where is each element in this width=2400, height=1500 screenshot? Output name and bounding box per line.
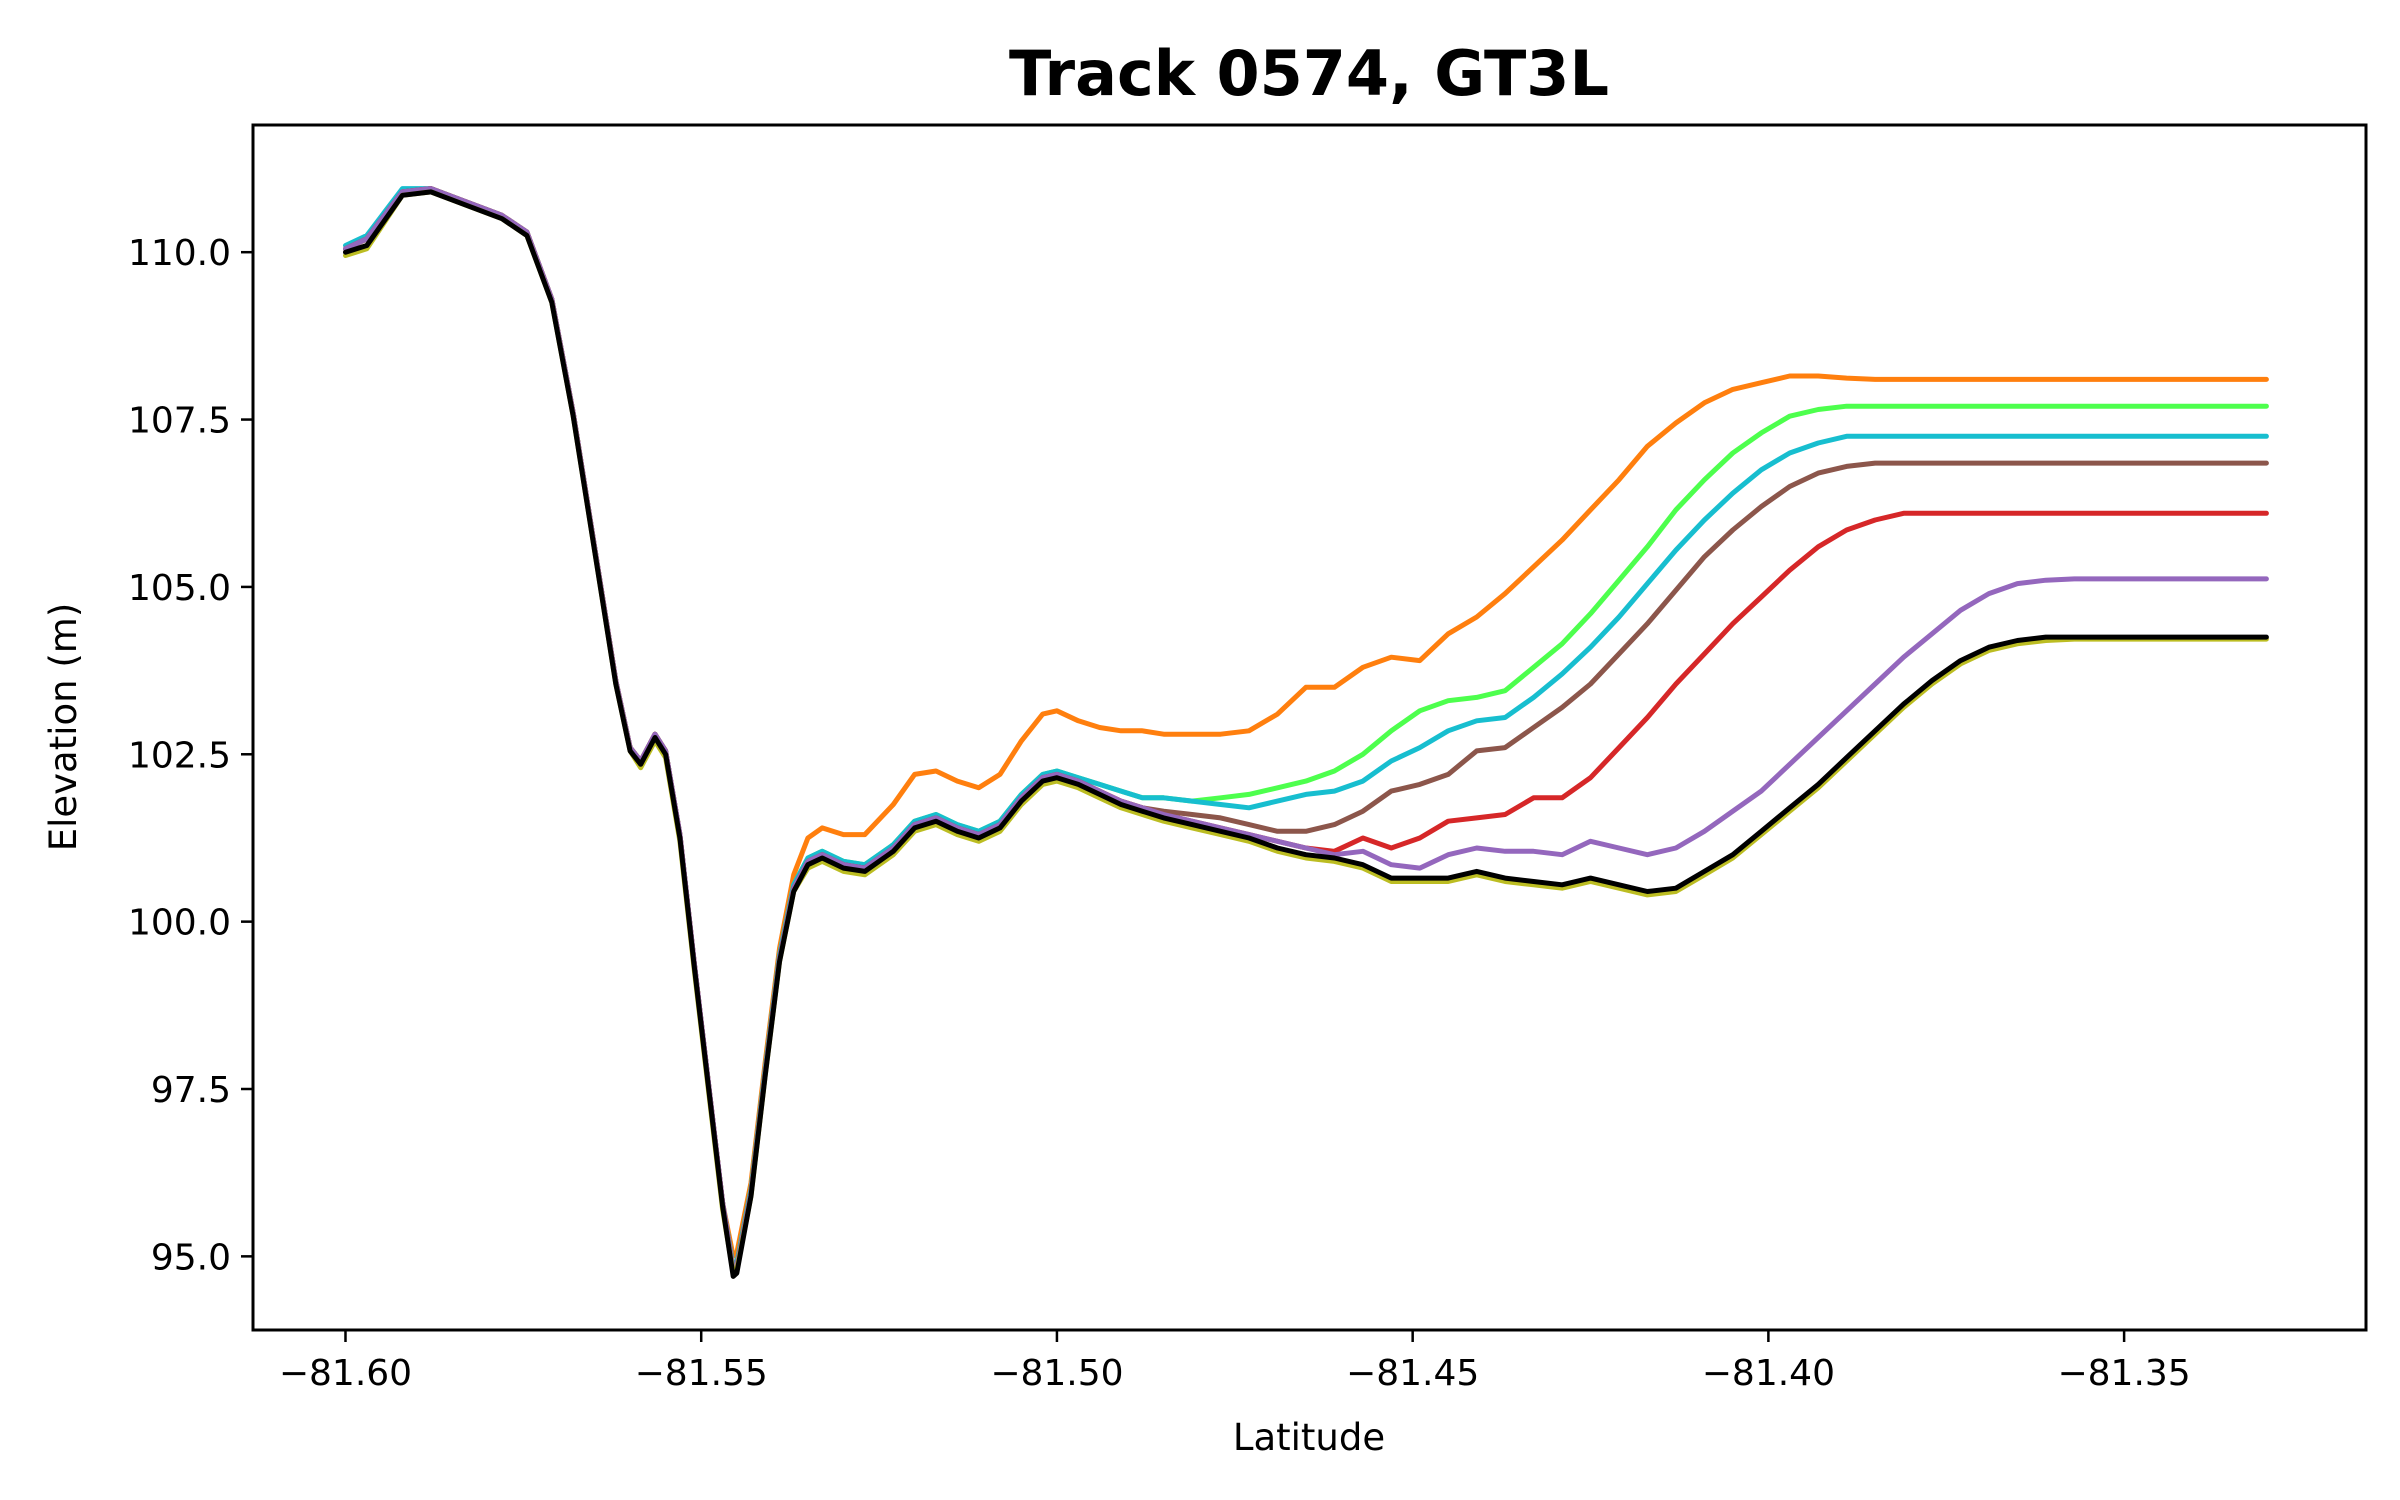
x-tick-label: −81.60 [279, 1353, 412, 1394]
x-tick-label: −81.45 [1346, 1353, 1479, 1394]
y-tick-label: 107.5 [128, 401, 231, 442]
y-tick-label: 105.0 [128, 568, 231, 609]
x-tick-label: −81.50 [990, 1353, 1123, 1394]
x-tick-label: −81.40 [1702, 1353, 1835, 1394]
y-axis-label: Elevation (m) [42, 603, 85, 852]
x-tick-label: −81.55 [635, 1353, 768, 1394]
y-axis: 95.0 97.5 100.0 102.5 105.0 107.5 110.0 [128, 233, 253, 1278]
y-tick-label: 102.5 [128, 735, 231, 776]
x-axis: −81.60 −81.55 −81.50 −81.45 −81.40 −81.35 [279, 1330, 2191, 1394]
series-layer [343, 186, 2269, 1279]
chart-title: Track 0574, GT3L [1009, 37, 1609, 110]
y-tick-label: 95.0 [151, 1237, 231, 1278]
x-tick-label: −81.35 [2057, 1353, 2190, 1394]
series-line-8 [343, 189, 2269, 1279]
y-tick-label: 100.0 [128, 903, 231, 944]
y-tick-label: 110.0 [128, 233, 231, 274]
plot-frame [251, 123, 2368, 1332]
y-tick-label: 97.5 [151, 1070, 231, 1111]
x-axis-label: Latitude [1233, 1416, 1385, 1459]
